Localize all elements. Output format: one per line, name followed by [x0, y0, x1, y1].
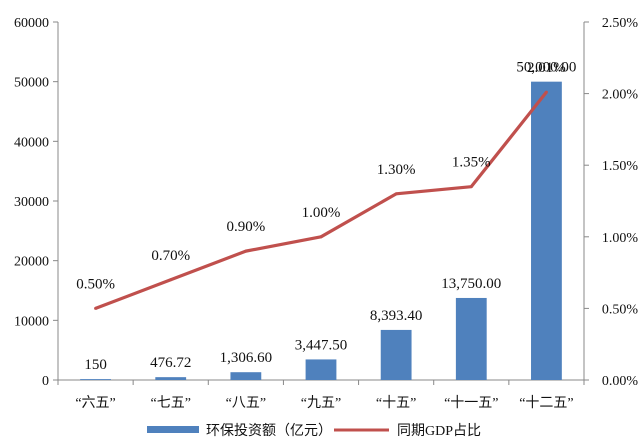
category-label: “八五” [226, 396, 266, 411]
category-label: “十五” [376, 395, 416, 411]
line-point [94, 306, 98, 310]
bar [230, 372, 262, 380]
category-label: “九五” [301, 395, 341, 411]
category-labels: “六五” “七五” “八五” “九五” “十五” “十一五” “十二五” [75, 395, 573, 411]
right-tick-label: 2.00% [602, 88, 639, 103]
line-data-labels: 0.50% 0.70% 0.90% 1.00% 1.30% 1.35% 2.01% [76, 60, 566, 292]
bar [455, 297, 487, 380]
bar [80, 379, 111, 380]
bar-value-label: 150 [84, 357, 107, 373]
line-value-label: 1.35% [452, 155, 491, 171]
bar-value-label: 8,393.40 [370, 308, 423, 324]
line-point [394, 192, 398, 196]
legend-bar-swatch [147, 426, 199, 433]
category-label: “十二五” [519, 395, 573, 411]
bar-value-label: 476.72 [150, 355, 191, 371]
left-tick-label: 0 [42, 374, 49, 389]
line-point [544, 90, 548, 94]
category-label: “六五” [75, 395, 115, 411]
legend-line-label: 同期GDP占比 [397, 423, 481, 439]
bar-value-label: 50,000.00 [516, 60, 576, 76]
right-tick-label: 0.00% [602, 374, 639, 389]
right-tick-label: 2.50% [602, 16, 639, 31]
left-tick-label: 10000 [14, 314, 49, 329]
line-series [94, 90, 548, 310]
line-value-label: 0.70% [151, 248, 190, 264]
line-point [319, 235, 323, 239]
left-tick-label: 20000 [14, 255, 49, 270]
left-tick-label: 60000 [14, 16, 49, 31]
right-tick-label: 1.00% [602, 231, 639, 246]
line-value-label: 1.30% [377, 162, 416, 178]
bar-value-label: 3,447.50 [295, 337, 348, 353]
left-tick-label: 40000 [14, 135, 49, 150]
line-value-label: 0.50% [76, 276, 115, 292]
line-point [169, 278, 173, 282]
category-label: “十一五” [444, 395, 498, 411]
right-tick-label: 0.50% [602, 302, 639, 317]
legend-bar-label: 环保投资额（亿元） [206, 423, 332, 439]
right-axis-ticks: 0.00% 0.50% 1.00% 1.50% 2.00% 2.50% [584, 16, 638, 389]
bar [305, 359, 337, 380]
bar [155, 377, 187, 380]
line-point [469, 185, 473, 189]
right-tick-label: 1.50% [602, 159, 639, 174]
line-value-label: 2.01% [527, 60, 566, 76]
line-point [244, 249, 248, 253]
legend: 环保投资额（亿元） 同期GDP占比 [147, 423, 481, 439]
axes [57, 22, 585, 385]
category-label: “七五” [150, 395, 190, 411]
bar [531, 81, 562, 381]
left-axis-ticks: 0 10000 20000 30000 40000 50000 60000 [14, 16, 58, 389]
line-value-label: 1.00% [302, 205, 341, 221]
left-tick-label: 30000 [14, 195, 49, 210]
bar-data-labels: 150 476.72 1,306.60 3,447.50 8,393.40 13,750.… [84, 60, 576, 373]
bar [380, 329, 412, 380]
bar-value-label: 13,750.00 [441, 276, 501, 292]
line-value-label: 0.90% [226, 219, 265, 235]
bar-value-label: 1,306.60 [220, 350, 273, 366]
bar-series [80, 81, 562, 381]
left-tick-label: 50000 [14, 76, 49, 91]
